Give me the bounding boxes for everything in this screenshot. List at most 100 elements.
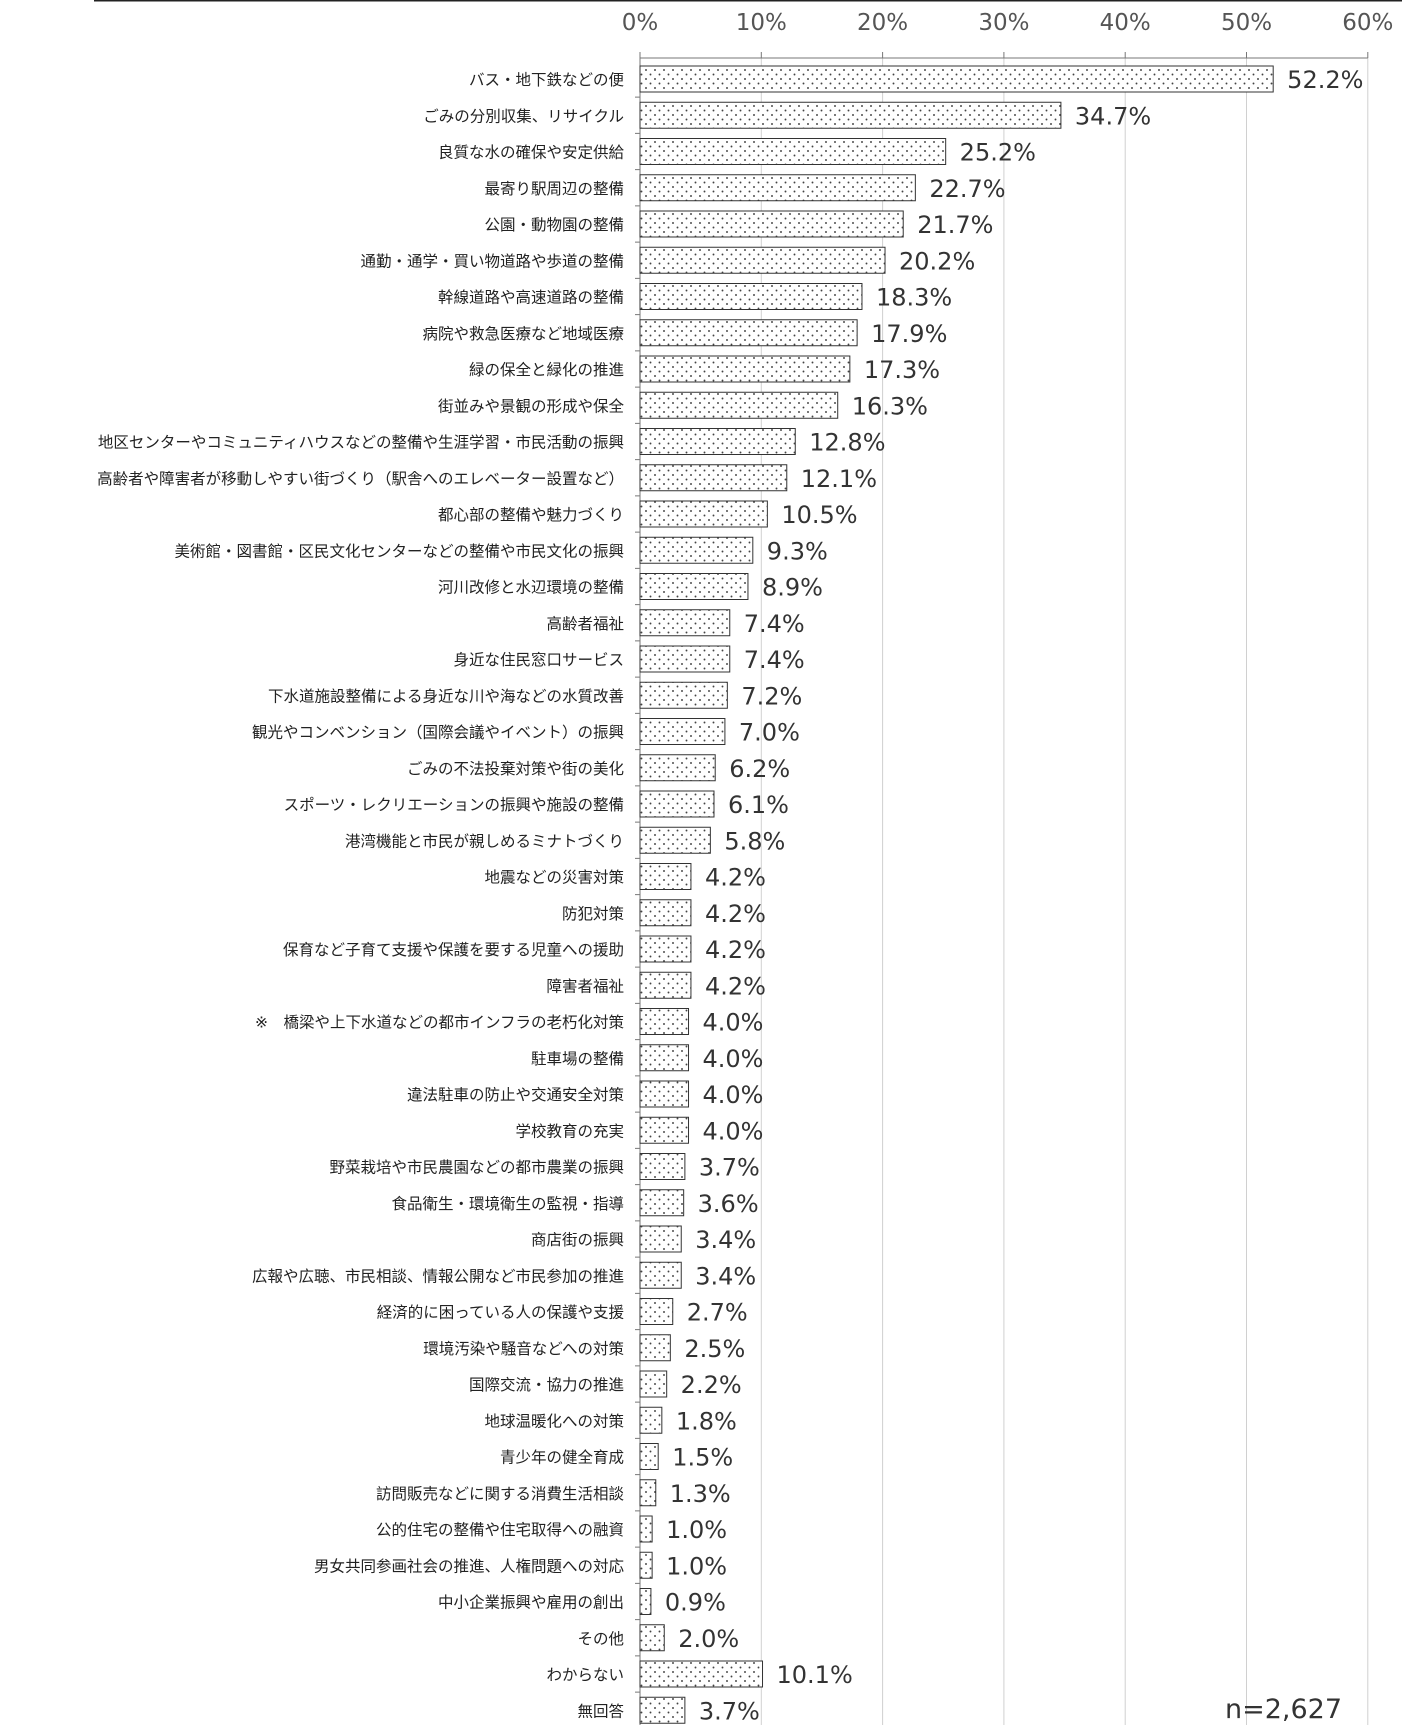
category-label: 学校教育の充実 (515, 1122, 624, 1140)
data-label: 21.7% (917, 211, 993, 239)
data-label: 8.9% (762, 574, 823, 602)
category-label: 河川改修と水辺環境の整備 (438, 578, 624, 597)
data-label: 12.8% (809, 429, 885, 457)
x-tick-label: 40% (1100, 10, 1151, 36)
category-label: 国際交流・協力の推進 (469, 1376, 624, 1394)
bar (639, 1551, 653, 1579)
bar (639, 754, 716, 782)
bar (639, 790, 715, 818)
category-label: バス・地下鉄などの便 (469, 71, 625, 89)
bar (639, 1261, 682, 1289)
data-label: 6.1% (728, 791, 789, 819)
data-label: 3.4% (695, 1262, 756, 1290)
category-label: 街並みや景観の形成や保全 (438, 397, 625, 415)
data-label: 22.7% (929, 175, 1005, 203)
bar (639, 573, 749, 600)
category-label: 違法駐車の防止や交通安全対策 (407, 1086, 624, 1104)
data-label: 3.6% (698, 1190, 759, 1218)
data-label: 4.0% (703, 1045, 764, 1073)
data-label: 20.2% (899, 247, 975, 275)
data-label: 34.7% (1075, 102, 1151, 130)
data-label: 6.2% (729, 755, 790, 783)
x-tick-label: 60% (1342, 10, 1393, 36)
data-label: 10.5% (781, 501, 857, 529)
bar (639, 428, 796, 455)
data-label: 17.9% (871, 320, 947, 348)
data-label: 16.3% (852, 392, 928, 420)
category-label: 無回答 (577, 1702, 624, 1720)
bar (639, 283, 863, 310)
data-label: 1.3% (670, 1480, 731, 1508)
category-label: 下水道施設整備による身近な川や海などの水質改善 (268, 687, 624, 705)
category-label: ごみの分別収集、リサイクル (423, 107, 624, 125)
category-label: 野菜栽培や市民農園などの都市農業の振興 (329, 1159, 624, 1177)
bar (639, 1406, 663, 1434)
category-label: その他 (577, 1630, 624, 1648)
bar (639, 971, 692, 999)
bar (639, 319, 858, 347)
data-label: 4.0% (703, 1009, 764, 1037)
category-label: 観光やコンベンション（国際会議やイベント）の振興 (252, 724, 624, 742)
category-label: 広報や広聴、市民相談、情報公開など市民参加の推進 (252, 1267, 624, 1285)
data-label: 3.4% (695, 1226, 756, 1254)
data-label: 2.0% (678, 1625, 739, 1653)
bar (639, 1298, 674, 1325)
category-label: 障害者福祉 (546, 977, 624, 995)
bar (639, 1189, 685, 1217)
data-label: 4.2% (705, 864, 766, 892)
bar (639, 174, 916, 202)
bar (639, 101, 1062, 129)
data-label: 4.2% (705, 900, 766, 928)
bar (639, 138, 947, 165)
bar (639, 1080, 690, 1108)
category-label: 病院や救急医療など地域医療 (422, 324, 624, 343)
data-label: 52.2% (1287, 66, 1363, 94)
bars (639, 65, 1274, 1724)
category-label: 防犯対策 (562, 905, 624, 923)
category-label: ごみの不法投棄対策や街の美化 (407, 760, 624, 778)
data-label: 7.0% (739, 719, 800, 747)
category-label: わからない (546, 1666, 624, 1684)
category-label: 駐車場の整備 (531, 1050, 624, 1068)
bar (639, 1515, 653, 1543)
bar (639, 1660, 764, 1688)
bar (639, 645, 731, 673)
bar (639, 1443, 659, 1470)
bar (639, 1479, 657, 1507)
category-label: 身近な住民窓口サービス (453, 651, 624, 669)
category-label: 地区センターやコミュニティハウスなどの整備や生涯学習・市民活動の振興 (98, 434, 624, 452)
bar (639, 863, 692, 890)
category-label: 食品衛生・環境衛生の監視・指導 (391, 1194, 624, 1213)
bar (639, 246, 886, 274)
bar (639, 65, 1274, 93)
bar (639, 536, 754, 564)
data-label: 25.2% (960, 139, 1036, 167)
data-label: 0.9% (665, 1589, 726, 1617)
data-label: 10.1% (777, 1661, 853, 1689)
data-label: 5.8% (724, 827, 785, 855)
bar (639, 1116, 690, 1144)
category-label: 公的住宅の整備や住宅取得への融資 (376, 1521, 624, 1539)
category-labels: バス・地下鉄などの便ごみの分別収集、リサイクル良質な水の確保や安定供給最寄り駅周… (97, 71, 624, 1720)
bar (639, 1624, 665, 1652)
data-label: 1.8% (676, 1407, 737, 1435)
data-label: 1.0% (666, 1516, 727, 1544)
sample-size-note: n=2,627 (1225, 1694, 1342, 1725)
category-label: 通勤・通学・買い物道路や歩道の整備 (360, 252, 624, 270)
data-label: 4.0% (703, 1081, 764, 1109)
data-label: 7.4% (744, 610, 805, 638)
category-label: 公園・動物園の整備 (484, 216, 624, 234)
data-label: 3.7% (699, 1154, 760, 1182)
data-label: 7.2% (741, 682, 802, 710)
category-label: 美術館・図書館・区民文化センターなどの整備や市民文化の振興 (174, 542, 624, 560)
bar (639, 1008, 690, 1035)
bar (639, 500, 768, 528)
data-label: 2.5% (684, 1335, 745, 1363)
bar (639, 935, 692, 963)
category-label: ※ 橋梁や上下水道などの都市インフラの老朽化対策 (255, 1014, 624, 1032)
category-label: 環境汚染や騒音などへの対策 (423, 1339, 624, 1358)
bar (639, 210, 904, 238)
bar (639, 464, 788, 492)
category-label: 港湾機能と市民が親しめるミナトづくり (345, 832, 624, 850)
